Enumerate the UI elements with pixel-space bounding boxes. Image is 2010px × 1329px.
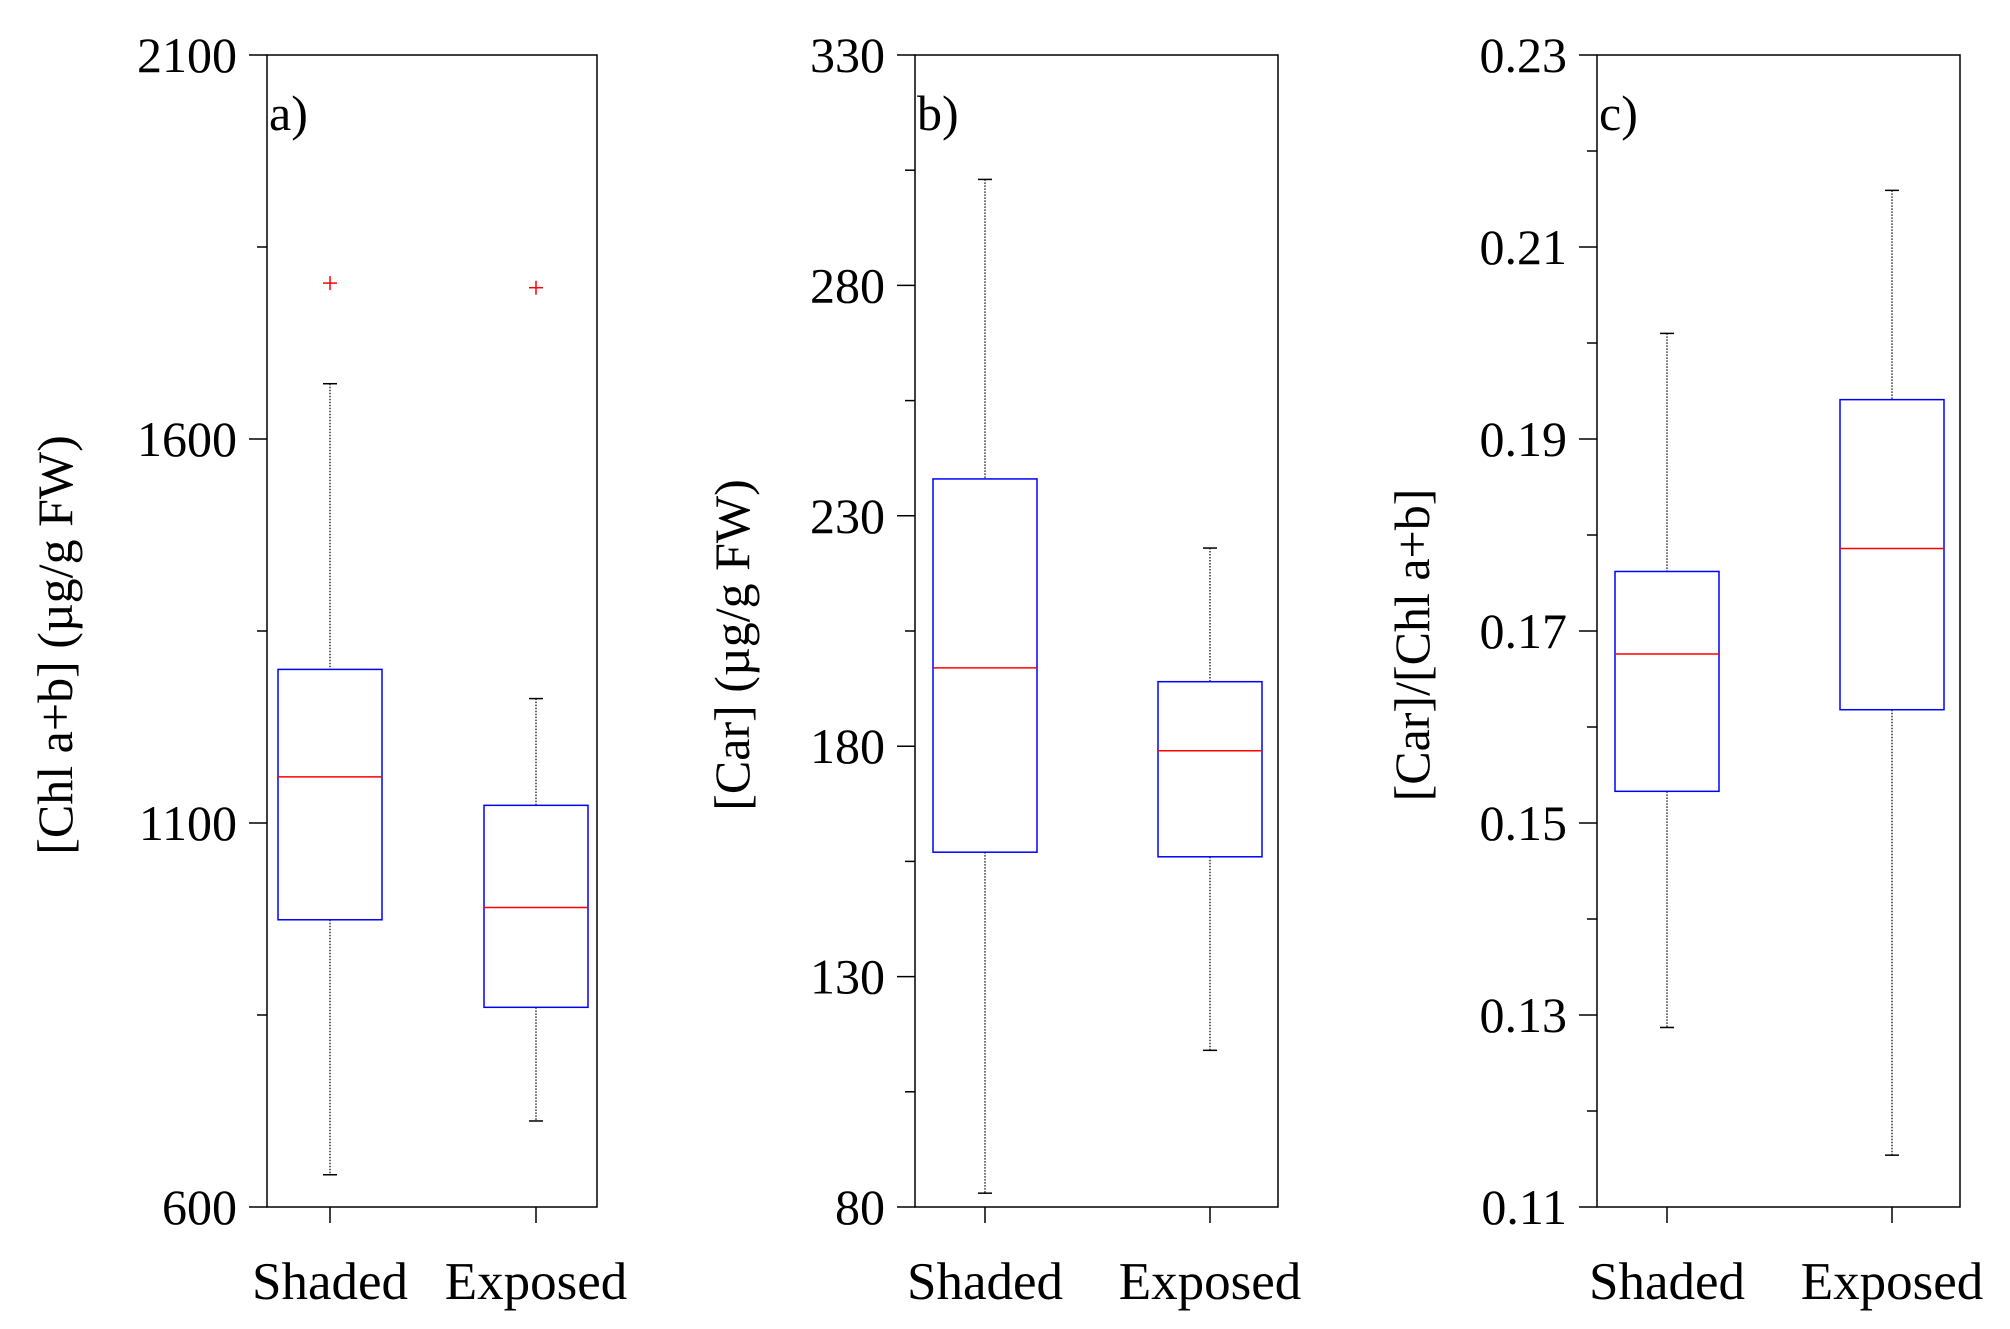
- panel-2: 80 130 180 230 280 330 b) [Car] (µg/g FW) Shaded…: [704, 27, 1301, 1311]
- x-category-label: Exposed: [1801, 1253, 1984, 1311]
- iqr-box: [277, 668, 383, 921]
- y-tick-label: 0.17: [1480, 603, 1568, 659]
- outlier-marker: [529, 280, 543, 295]
- iqr-box: [1614, 570, 1720, 793]
- iqr-box: [1157, 680, 1263, 858]
- x-category-label: Shaded: [907, 1253, 1063, 1311]
- y-tick-label: 180: [810, 718, 885, 774]
- y-tick-label: 1600: [137, 411, 237, 467]
- y-tick-label: 0.15: [1480, 795, 1568, 851]
- x-category-label: Shaded: [1589, 1253, 1745, 1311]
- y-axis-title: [Car] (µg/g FW): [704, 479, 760, 811]
- y-tick-label: 0.11: [1481, 1179, 1567, 1235]
- iqr-box: [483, 804, 589, 1009]
- box-shaded: Shaded: [907, 178, 1063, 1311]
- y-tick-label: 1100: [139, 795, 237, 851]
- panel-3: 0.11 0.13 0.15 0.17 0.19 0.21 0.23 c) [Car]/[Chl…: [1384, 27, 1983, 1311]
- plot-frame: [1596, 54, 1961, 1208]
- panel-tag: a): [269, 85, 308, 141]
- plot-frame: [914, 54, 1279, 1208]
- y-tick-label: 280: [810, 257, 885, 313]
- box-exposed: Exposed: [445, 280, 628, 1311]
- box-shaded: Shaded: [1589, 332, 1745, 1311]
- y-tick-label: 80: [835, 1179, 885, 1235]
- y-tick-label: 0.21: [1480, 219, 1568, 275]
- x-category-label: Shaded: [252, 1253, 408, 1311]
- iqr-box: [1839, 398, 1945, 711]
- y-tick-label: 330: [810, 27, 885, 83]
- panel-tag: c): [1599, 85, 1638, 141]
- y-tick-label: 0.19: [1480, 411, 1568, 467]
- box-exposed: Exposed: [1801, 189, 1984, 1311]
- y-tick-label: 0.13: [1480, 987, 1568, 1043]
- y-tick-label: 230: [810, 488, 885, 544]
- y-tick-label: 130: [810, 949, 885, 1005]
- plot-frame: [266, 54, 598, 1208]
- panel-1: 600 1100 1600 2100 a) [Chl a+b] (µg/g FW) Shad…: [27, 27, 627, 1311]
- panel-tag: b): [917, 85, 959, 141]
- x-category-label: Exposed: [445, 1253, 628, 1311]
- outlier-marker: [323, 276, 337, 291]
- box-exposed: Exposed: [1119, 547, 1302, 1311]
- y-axis-title: [Car]/[Chl a+b]: [1384, 489, 1440, 802]
- y-axis-title: [Chl a+b] (µg/g FW): [27, 435, 83, 854]
- y-tick-label: 600: [162, 1179, 237, 1235]
- x-category-label: Exposed: [1119, 1253, 1302, 1311]
- box-shaded: Shaded: [252, 276, 408, 1311]
- iqr-box: [932, 478, 1038, 853]
- y-tick-label: 2100: [137, 27, 237, 83]
- y-tick-label: 0.23: [1480, 27, 1568, 83]
